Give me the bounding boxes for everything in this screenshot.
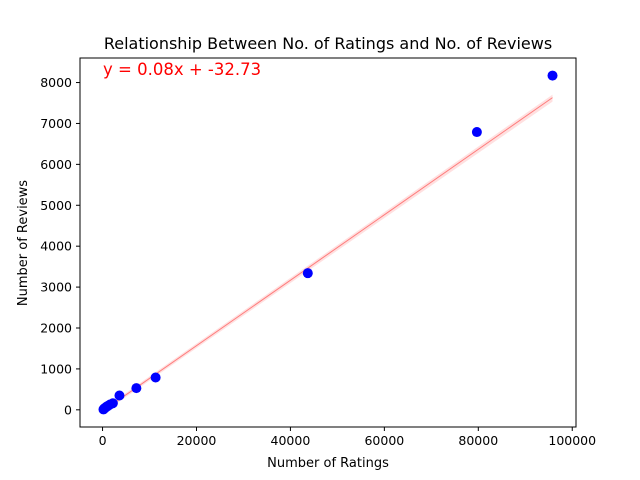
data-point	[471, 127, 482, 138]
y-tick-label: 6000	[40, 157, 72, 172]
fit-confidence-band	[103, 94, 553, 413]
regression-equation: y = 0.08x + -32.73	[103, 60, 261, 79]
y-axis-ticks: 0 1000 2000 3000 4000 5000 6000 7000 8000	[40, 75, 80, 417]
y-tick-label: 4000	[40, 239, 72, 254]
x-tick-label: 80000	[458, 433, 498, 448]
y-tick-label: 1000	[40, 361, 72, 376]
x-tick-label: 20000	[177, 433, 217, 448]
regression-line	[103, 97, 553, 411]
y-tick-label: 8000	[40, 75, 72, 90]
axes-frame	[79, 57, 577, 428]
x-axis-label: Number of Ratings	[267, 456, 389, 471]
x-tick-label: 60000	[364, 433, 404, 448]
plot-area	[98, 70, 558, 415]
data-point	[302, 268, 313, 279]
y-axis-label: Number of Reviews	[16, 180, 31, 306]
y-tick-label: 5000	[40, 198, 72, 213]
data-point	[547, 70, 558, 81]
data-point	[107, 398, 118, 409]
x-axis-ticks: 0 20000 40000 60000 80000 100000	[99, 427, 596, 448]
data-point	[150, 372, 161, 383]
y-tick-label: 2000	[40, 321, 72, 336]
data-point	[131, 383, 142, 394]
data-points	[98, 70, 558, 415]
y-tick-label: 3000	[40, 280, 72, 295]
y-tick-label: 7000	[40, 116, 72, 131]
x-tick-label: 40000	[271, 433, 311, 448]
y-tick-label: 0	[64, 402, 72, 417]
x-tick-label: 100000	[548, 433, 596, 448]
x-tick-label: 0	[99, 433, 107, 448]
chart-title: Relationship Between No. of Ratings and …	[104, 34, 552, 53]
data-point	[114, 390, 125, 401]
fit-band-shape	[103, 94, 553, 413]
